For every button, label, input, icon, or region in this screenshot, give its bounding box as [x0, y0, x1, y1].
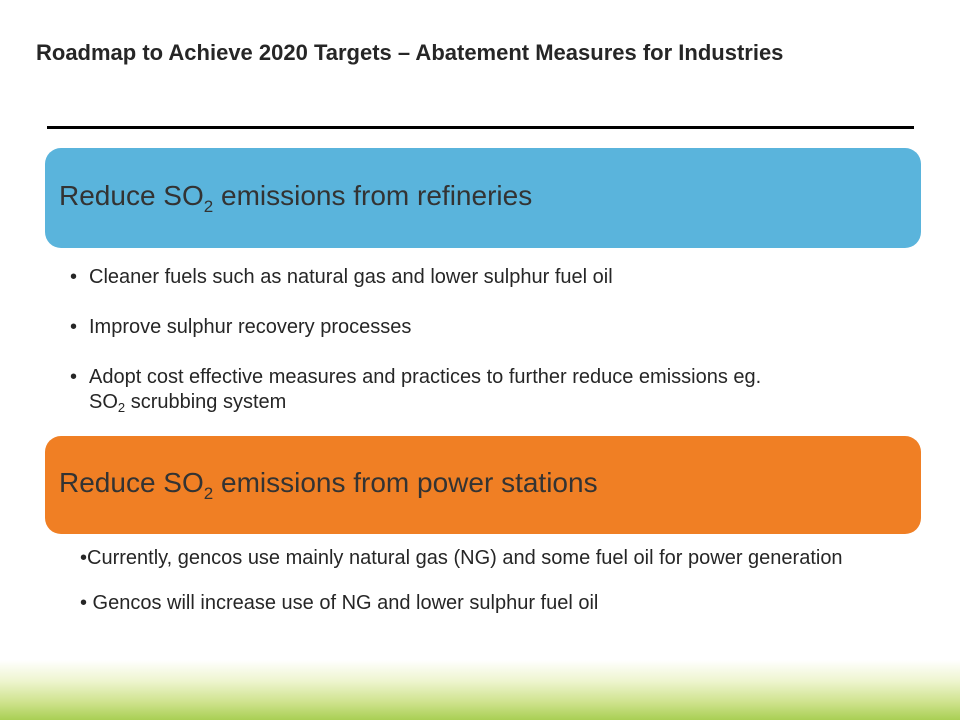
refineries-bullet-list: • Cleaner fuels such as natural gas and … — [70, 265, 930, 440]
bullet-text: Improve sulphur recovery processes — [89, 316, 412, 338]
slide-title: Roadmap to Achieve 2020 Targets – Abatem… — [36, 40, 784, 65]
bullet-text-line2-pre: SO — [89, 391, 118, 413]
refineries-heading: Reduce SO2 emissions from refineries — [59, 180, 533, 215]
bullet-text: Cleaner fuels such as natural gas and lo… — [89, 266, 613, 288]
footer-green-band — [0, 660, 960, 720]
list-item: • Gencos will increase use of NG and low… — [80, 592, 599, 614]
power-stations-bullet-list: •Currently, gencos use mainly natural ga… — [80, 544, 860, 634]
power-stations-heading-pre: Reduce SO — [59, 467, 204, 498]
bullet-marker: • — [70, 316, 78, 338]
refineries-heading-post: emissions from refineries — [213, 180, 533, 211]
list-item: • Improve sulphur recovery processes — [70, 315, 930, 340]
refineries-header-box: Reduce SO2 emissions from refineries — [45, 148, 921, 248]
power-stations-heading: Reduce SO2 emissions from power stations — [59, 467, 598, 502]
bullet-marker: • — [70, 366, 78, 388]
list-item: • Adopt cost effective measures and prac… — [70, 365, 930, 415]
power-stations-heading-post: emissions from power stations — [213, 467, 598, 498]
power-stations-header-box: Reduce SO2 emissions from power stations — [45, 436, 921, 534]
bullet-text: Adopt cost effective measures and practi… — [89, 366, 762, 388]
bullet-text-line2-post: scrubbing system — [125, 391, 287, 413]
bullet-marker: • — [70, 266, 78, 288]
title-divider — [47, 126, 914, 129]
bullet-text-line2-sub: 2 — [117, 400, 126, 415]
list-item: • Cleaner fuels such as natural gas and … — [70, 265, 930, 290]
refineries-heading-sub: 2 — [203, 197, 214, 216]
refineries-heading-pre: Reduce SO — [59, 180, 204, 211]
list-item: •Currently, gencos use mainly natural ga… — [80, 547, 843, 569]
power-stations-heading-sub: 2 — [203, 484, 214, 503]
